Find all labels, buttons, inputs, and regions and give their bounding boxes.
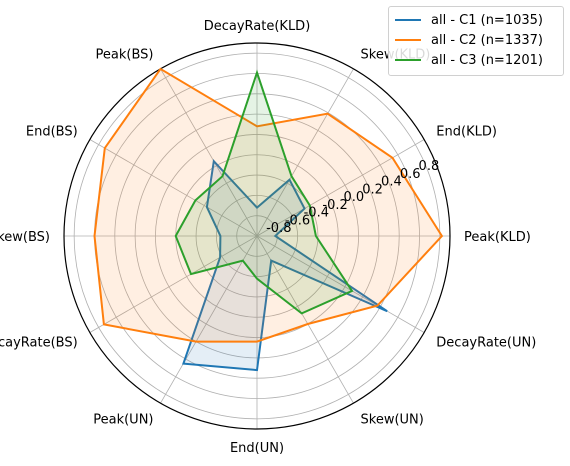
outer-frame (63, 42, 451, 430)
radial-tick-4: 0.0 (343, 190, 364, 205)
axis-label-11: DecayRate(UN) (436, 336, 536, 351)
axis-labels: Peak(KLD)End(KLD)Skew(KLD)DecayRate(KLD)… (0, 19, 536, 456)
legend-swatch-c2 (395, 39, 421, 41)
radial-tick-labels: -0.8-0.6-0.4-0.20.00.20.40.60.8 (266, 159, 439, 236)
series-line-2 (93, 67, 444, 343)
radial-tick-0: -0.8 (266, 221, 291, 236)
radial-tick-7: 0.6 (400, 167, 421, 182)
legend-item-c2: all - C2 (n=1337) (395, 30, 557, 50)
radial-tick-3: -0.2 (322, 198, 347, 213)
legend: all - C1 (n=1035) all - C2 (n=1337) all … (388, 6, 564, 76)
axis-label-9: End(UN) (230, 441, 284, 456)
grid-spoke-7 (89, 235, 258, 333)
series-fill-1 (183, 161, 388, 371)
axis-label-10: Skew(UN) (361, 413, 424, 428)
legend-label-c1: all - C1 (n=1035) (431, 12, 543, 28)
radial-tick-5: 0.2 (362, 182, 383, 197)
series-line-1 (182, 159, 388, 372)
axis-label-0: Peak(KLD) (464, 230, 531, 245)
legend-item-c3: all - C3 (n=1201) (395, 50, 557, 70)
legend-swatch-c1 (395, 19, 421, 21)
radial-tick-6: 0.4 (381, 175, 402, 190)
series-fill-2 (94, 68, 442, 342)
grid-spoke-10 (256, 235, 354, 404)
grid-spoke-5 (89, 139, 258, 237)
axis-label-5: End(BS) (26, 125, 78, 140)
series-line-3 (174, 69, 354, 315)
grid-spoke-11 (256, 235, 425, 333)
legend-item-c1: all - C1 (n=1035) (395, 10, 557, 30)
axis-label-4: Peak(BS) (96, 47, 154, 62)
axis-label-6: Skew(BS) (0, 230, 50, 245)
grid-spoke-4 (160, 68, 258, 237)
grid-spoke-1 (256, 139, 425, 237)
radial-tick-8: 0.8 (419, 159, 440, 174)
grid-spoke-2 (256, 68, 354, 237)
legend-swatch-c3 (395, 59, 421, 61)
radial-tick-1: -0.6 (285, 214, 310, 229)
axis-label-1: End(KLD) (436, 125, 497, 140)
axis-label-7: DecayRate(BS) (0, 336, 78, 351)
series-layer (93, 67, 444, 372)
legend-label-c2: all - C2 (n=1337) (431, 32, 543, 48)
radial-tick-2: -0.4 (304, 206, 329, 221)
legend-label-c3: all - C3 (n=1201) (431, 52, 543, 68)
grid-spoke-8 (160, 235, 258, 404)
axis-label-8: Peak(UN) (93, 413, 153, 428)
series-fill-3 (175, 72, 352, 314)
axis-label-3: DecayRate(KLD) (204, 19, 311, 34)
